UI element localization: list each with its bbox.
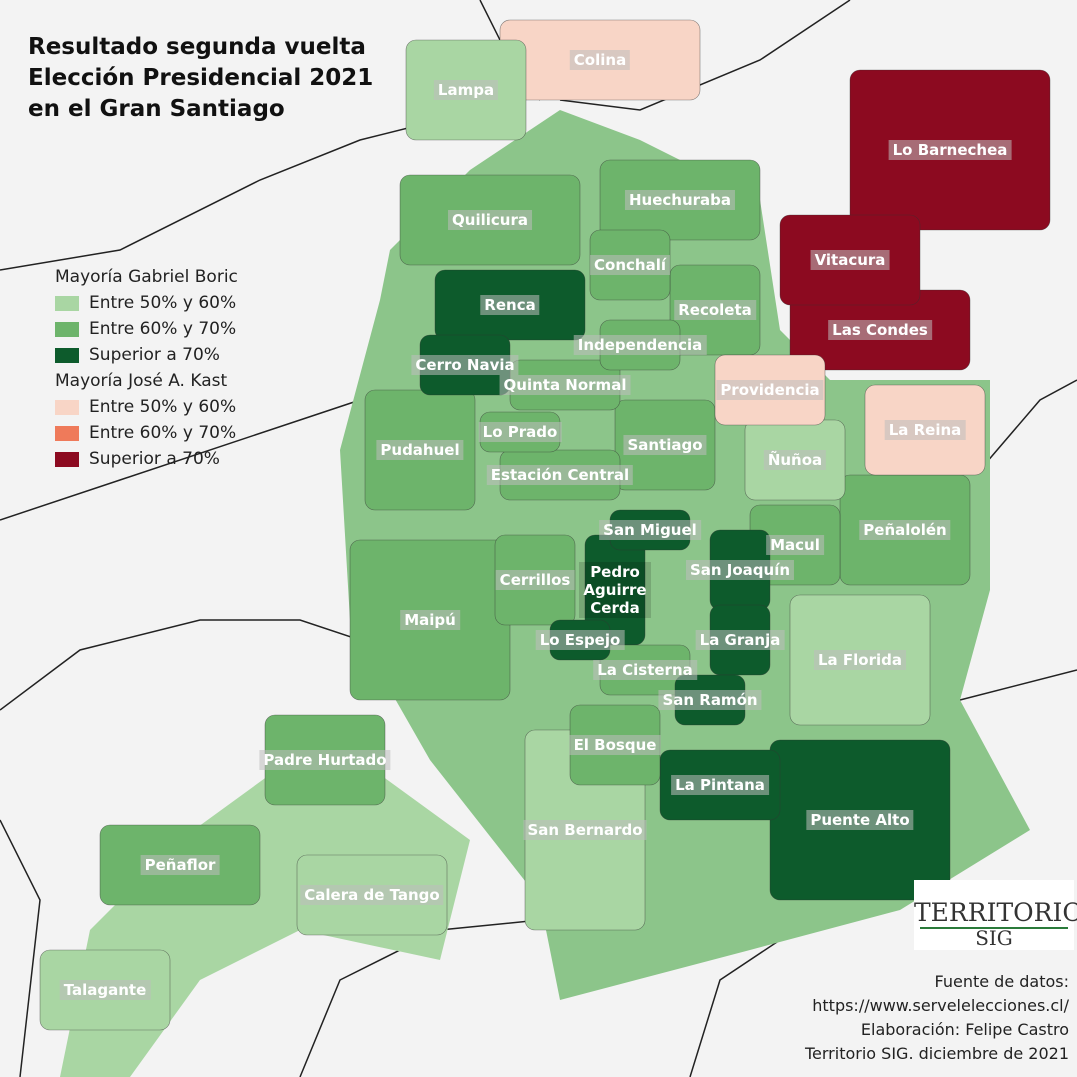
- commune-label: Ñuñoa: [763, 450, 827, 470]
- commune-label: Cerro Navia: [411, 355, 519, 375]
- commune-label: Lo Barnechea: [888, 140, 1012, 160]
- title-line: en el Gran Santiago: [28, 96, 285, 122]
- commune-label: El Bosque: [569, 735, 661, 755]
- legend-swatch: [55, 451, 79, 467]
- commune-label: San Miguel: [599, 520, 701, 540]
- commune-label: Estación Central: [486, 465, 634, 485]
- commune-label: Conchalí: [590, 255, 670, 275]
- commune-label: Cerrillos: [495, 570, 575, 590]
- commune-label: La Granja: [695, 630, 785, 650]
- legend-heading: Mayoría Gabriel Boric: [55, 267, 238, 287]
- legend-swatch: [55, 321, 79, 337]
- commune-label: Maipú: [400, 610, 460, 630]
- commune-label: Pudahuel: [376, 440, 464, 460]
- legend-item: Entre 60% y 70%: [55, 420, 238, 446]
- commune-label: Quilicura: [448, 210, 532, 230]
- commune-label: Macul: [766, 535, 824, 555]
- legend-swatch: [55, 295, 79, 311]
- logo-line: TERRITORIO: [914, 898, 1077, 927]
- legend-swatch: [55, 399, 79, 415]
- commune-label: San Ramón: [658, 690, 762, 710]
- credit-line: Elaboración: Felipe Castro: [860, 1020, 1069, 1039]
- title-line: Elección Presidencial 2021: [28, 65, 374, 91]
- credit-line: https://www.servelelecciones.cl/: [812, 996, 1069, 1015]
- commune-label: Huechuraba: [624, 190, 736, 210]
- title: Resultado segunda vuelta Elección Presid…: [28, 32, 373, 125]
- legend-item: Entre 50% y 60%: [55, 394, 238, 420]
- commune-label: Lo Espejo: [535, 630, 625, 650]
- commune-label: Quinta Normal: [499, 375, 631, 395]
- commune-label: Lampa: [433, 80, 499, 100]
- legend-swatch: [55, 425, 79, 441]
- commune-label: La Pintana: [671, 775, 769, 795]
- commune-label: Talagante: [59, 980, 151, 1000]
- logo: TERRITORIO SIG: [914, 880, 1077, 950]
- commune-label: Puente Alto: [806, 810, 914, 830]
- commune-label: Peñaflor: [140, 855, 220, 875]
- title-line: Resultado segunda vuelta: [28, 34, 366, 60]
- commune-label: Padre Hurtado: [259, 750, 391, 770]
- commune-label: Peñalolén: [859, 520, 951, 540]
- legend-item: Superior a 70%: [55, 446, 238, 472]
- commune-label: La Florida: [814, 650, 906, 670]
- commune-label: La Reina: [884, 420, 966, 440]
- commune-label: Renca: [480, 295, 540, 315]
- commune-label: San Bernardo: [523, 820, 647, 840]
- commune-label: Calera de Tango: [300, 885, 444, 905]
- commune-label: La Cisterna: [593, 660, 697, 680]
- legend-label: Entre 50% y 60%: [89, 397, 237, 417]
- legend-label: Entre 50% y 60%: [89, 293, 237, 313]
- legend-label: Entre 60% y 70%: [89, 319, 237, 339]
- credits: Fuente de datos: https://www.servelelecci…: [805, 970, 1069, 1066]
- commune-label: Santiago: [623, 435, 707, 455]
- commune-label: Pedro Aguirre Cerda: [579, 562, 651, 618]
- commune-label: San Joaquín: [685, 560, 795, 580]
- legend: Mayoría Gabriel Boric Entre 50% y 60% Entr…: [55, 264, 238, 472]
- legend-heading: Mayoría José A. Kast: [55, 371, 228, 391]
- commune-label: Lo Prado: [478, 422, 562, 442]
- legend-label: Superior a 70%: [89, 449, 220, 469]
- credit-line: Territorio SIG. diciembre de 2021: [804, 1044, 1069, 1063]
- commune-label: Colina: [569, 50, 631, 70]
- credit-line: Fuente de datos:: [934, 972, 1070, 991]
- logo-line: SIG: [975, 926, 1013, 950]
- commune-label: Vitacura: [810, 250, 890, 270]
- legend-item: Entre 50% y 60%: [55, 290, 238, 316]
- commune-label: Recoleta: [674, 300, 756, 320]
- legend-swatch: [55, 347, 79, 363]
- legend-label: Entre 60% y 70%: [89, 423, 237, 443]
- legend-item: Superior a 70%: [55, 342, 238, 368]
- commune-label: Las Condes: [828, 320, 932, 340]
- commune-label: Independencia: [573, 335, 707, 355]
- commune-label: Providencia: [716, 380, 824, 400]
- legend-label: Superior a 70%: [89, 345, 220, 365]
- legend-item: Entre 60% y 70%: [55, 316, 238, 342]
